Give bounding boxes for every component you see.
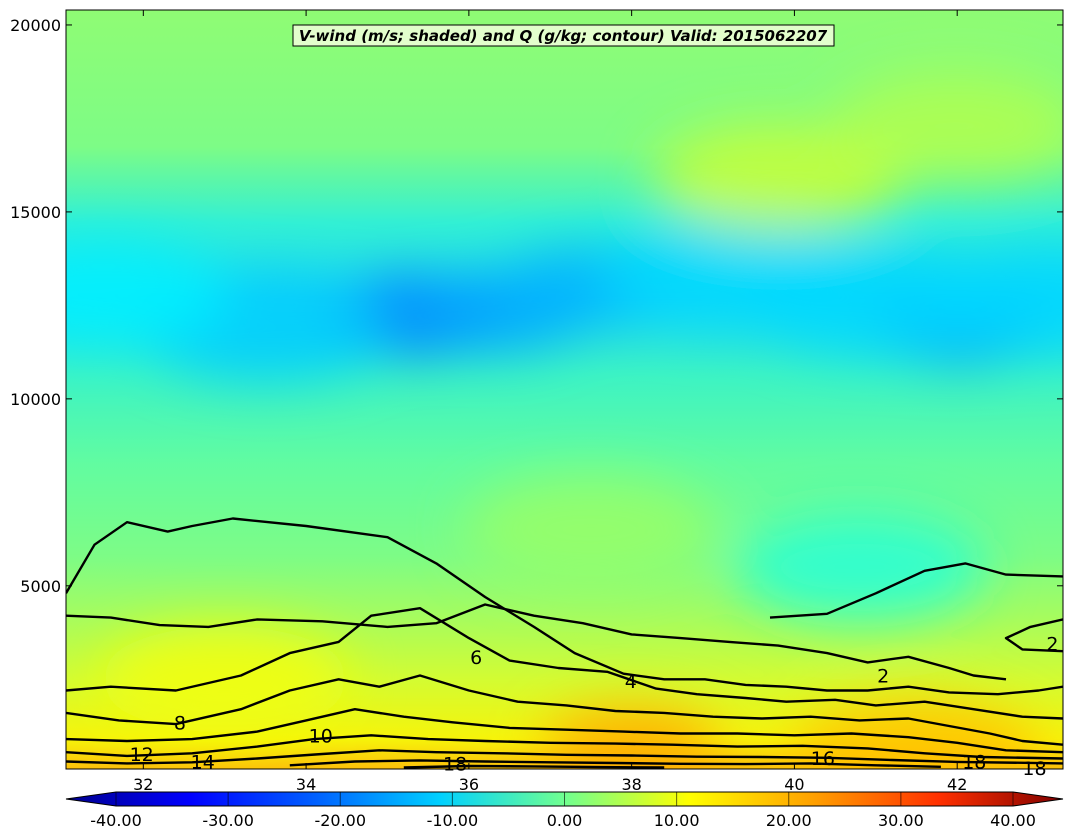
x-tick-label-0: 32 xyxy=(133,775,153,794)
contour-label-4: 8 xyxy=(174,712,186,734)
contour-line-10-6 xyxy=(66,708,1063,754)
y-tick-label-3: 20000 xyxy=(10,16,61,35)
contour-label-0: 2 xyxy=(1046,634,1058,656)
contour-line-18-10 xyxy=(403,764,665,769)
y-tick-label-1: 10000 xyxy=(10,390,61,409)
x-axis: 32 34 36 38 40 42 xyxy=(133,10,967,794)
colorbar-tick-label-4: 0.00 xyxy=(547,811,583,830)
shade-region-12 xyxy=(733,513,986,621)
contour-line-12-7 xyxy=(66,734,1063,760)
shade-region-9 xyxy=(652,125,905,232)
contour-label-7: 14 xyxy=(191,752,215,774)
shade-region-10 xyxy=(831,72,1063,180)
contour-line-4-3 xyxy=(66,517,1063,696)
colorbar-tick-label-2: -20.00 xyxy=(314,811,366,830)
contour-label-9: 18 xyxy=(443,753,467,775)
x-tick-label-1: 34 xyxy=(296,775,316,794)
chart-title-box: V-wind (m/s; shaded) and Q (g/kg; contou… xyxy=(292,24,835,47)
contour-line-2-1 xyxy=(769,562,1063,619)
contour-line-2-0 xyxy=(66,603,1007,681)
colorbar-tick-label-3: -10.00 xyxy=(427,811,479,830)
x-tick-label-4: 40 xyxy=(784,775,804,794)
shaded-field xyxy=(66,72,1063,769)
contour-line-6-4 xyxy=(66,607,1063,720)
contour-label-10: 18 xyxy=(962,752,986,774)
y-tick-label-2: 15000 xyxy=(10,203,61,222)
shade-region-11 xyxy=(464,476,717,583)
shade-region-7 xyxy=(66,240,229,348)
contour-label-6: 12 xyxy=(130,744,154,766)
contour-line-14-8 xyxy=(66,749,1063,765)
y-axis: 5000 10000 15000 20000 xyxy=(10,16,1063,596)
chart-title: V-wind (m/s; shaded) and Q (g/kg; contou… xyxy=(299,27,828,45)
contour-line-8-5 xyxy=(66,674,1063,746)
x-tick-label-5: 42 xyxy=(947,775,967,794)
shade-region-6 xyxy=(603,222,856,329)
colorbar-tick-label-1: -30.00 xyxy=(202,811,254,830)
contour-label-5: 10 xyxy=(309,725,333,747)
x-tick-label-2: 36 xyxy=(459,775,479,794)
shade-region-14 xyxy=(541,708,722,769)
contour-line-2-2 xyxy=(1004,618,1063,653)
colorbar-tick-label-5: 10.00 xyxy=(654,811,700,830)
colorbar-tick-label-8: 40.00 xyxy=(990,811,1036,830)
contour-lines xyxy=(66,517,1063,769)
plot-frame xyxy=(65,9,1064,770)
colorbar: -40.00 -30.00 -20.00 -10.00 0.00 10.00 20.00 30… xyxy=(65,791,1064,830)
colorbar-tick-label-0: -40.00 xyxy=(90,811,142,830)
contour-label-3: 6 xyxy=(470,647,482,669)
contour-label-1: 2 xyxy=(877,666,889,688)
contour-label-8: 16 xyxy=(811,748,835,770)
contour-line-16-9 xyxy=(289,759,941,768)
x-tick-label-3: 38 xyxy=(621,775,641,794)
colorbar-ticks: -40.00 -30.00 -20.00 -10.00 0.00 10.00 20.00 30… xyxy=(90,792,1036,830)
y-tick-label-0: 5000 xyxy=(20,577,61,596)
shade-region-15 xyxy=(790,700,1043,769)
colorbar-tick-label-6: 20.00 xyxy=(766,811,812,830)
shade-region-8 xyxy=(928,248,1063,355)
contour-label-2: 4 xyxy=(625,671,637,693)
colorbar-tick-label-7: 30.00 xyxy=(878,811,924,830)
title-background xyxy=(292,24,835,47)
